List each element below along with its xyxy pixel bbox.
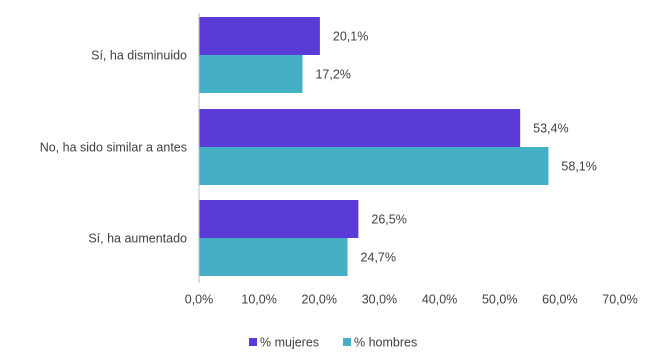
x-tick-label: 0,0% bbox=[185, 293, 214, 307]
bar-mujeres-1 bbox=[199, 109, 521, 147]
x-tick-label: 40,0% bbox=[422, 293, 457, 307]
x-tick-label: 10,0% bbox=[241, 293, 276, 307]
data-label: 17,2% bbox=[315, 68, 350, 82]
category-labels: Sí, ha disminuido No, ha sido similar a a… bbox=[40, 49, 187, 246]
x-tick-label: 60,0% bbox=[542, 293, 577, 307]
bar-hombres-2 bbox=[199, 238, 348, 276]
x-tick-label: 30,0% bbox=[362, 293, 397, 307]
category-label: No, ha sido similar a antes bbox=[40, 141, 187, 155]
bar-mujeres-2 bbox=[199, 200, 359, 238]
bar-hombres-0 bbox=[199, 55, 303, 93]
x-tick-label: 50,0% bbox=[482, 293, 517, 307]
category-label: Sí, ha disminuido bbox=[91, 49, 187, 63]
legend-label: % mujeres bbox=[260, 336, 319, 350]
data-label: 24,7% bbox=[361, 251, 396, 265]
category-label: Sí, ha aumentado bbox=[88, 232, 187, 246]
bar-mujeres-0 bbox=[199, 17, 320, 55]
legend-swatch-hombres bbox=[343, 338, 351, 346]
x-tick-label: 70,0% bbox=[602, 293, 637, 307]
x-axis-tick-labels: 0,0% 10,0% 20,0% 30,0% 40,0% 50,0% 60,0% 70,0% bbox=[185, 293, 638, 307]
data-label: 20,1% bbox=[333, 30, 368, 44]
bars-group: 20,1% 17,2% 53,4% 58,1% 26,5% 24,7% bbox=[199, 17, 597, 276]
legend-swatch-mujeres bbox=[249, 338, 257, 346]
legend-label: % hombres bbox=[354, 336, 417, 350]
data-label: 53,4% bbox=[533, 122, 568, 136]
bar-hombres-1 bbox=[199, 147, 549, 185]
legend: % mujeres % hombres bbox=[249, 336, 417, 350]
x-tick-label: 20,0% bbox=[302, 293, 337, 307]
data-label: 58,1% bbox=[561, 160, 596, 174]
data-label: 26,5% bbox=[371, 213, 406, 227]
